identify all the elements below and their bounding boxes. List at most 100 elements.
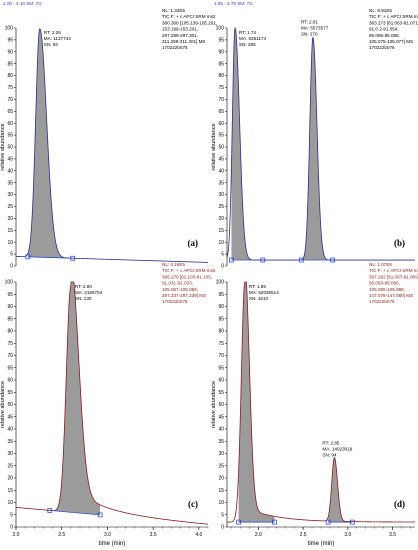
peak-annotation: MA: 52036514 xyxy=(249,290,279,295)
x-tick-label: 2.0 xyxy=(13,532,20,538)
y-tick-label: 40 xyxy=(218,427,224,433)
y-tick-label: 85 xyxy=(7,61,13,67)
y-tick-label: 25 xyxy=(7,463,13,469)
y-tick-label: 20 xyxy=(7,216,13,222)
y-tick-label: 10 xyxy=(218,240,224,246)
y-tick-label: 90 xyxy=(218,49,224,55)
y-tick-label: 95 xyxy=(7,38,13,44)
y-tick-label: 90 xyxy=(7,49,13,55)
baseline-marker-start xyxy=(298,257,304,263)
peak-annotation: RT: 2.85 xyxy=(322,440,339,445)
y-tick-label: 65 xyxy=(7,365,13,371)
panel-header-info: 383.273 [81.063-81.071, xyxy=(369,20,418,25)
baseline-marker-start xyxy=(236,519,241,525)
y-tick-label: 80 xyxy=(218,73,224,79)
panel-header-info: 170222b076 xyxy=(162,45,188,50)
y-tick-label: 70 xyxy=(218,97,224,103)
peak-annotation: SN: 93 xyxy=(44,42,58,47)
chart-panel-2 xyxy=(225,26,415,267)
peak-annotation: MA: 14023019 xyxy=(322,446,352,451)
panel-header-info: 170222b076 xyxy=(162,299,188,304)
peak-area-1 xyxy=(231,28,263,261)
baseline-marker-start xyxy=(229,257,234,263)
y-tick-label: 10 xyxy=(7,500,13,506)
panel-header-info: 380.300 [105.139-105.201, xyxy=(162,20,217,25)
peak-annotation: RT: 2.60 xyxy=(75,284,92,289)
baseline-marker-end xyxy=(97,512,103,518)
y-tick-label: 90 xyxy=(218,304,224,310)
y-axis-title: relative abundance xyxy=(0,123,6,170)
x-tick-label: 3.0 xyxy=(104,532,111,538)
y-tick-label: 35 xyxy=(218,439,224,445)
peak-annotation: RT: 2.26 xyxy=(44,30,61,35)
panel-header-info: TIC F: + c APCI SRM ms2 xyxy=(369,268,418,273)
panel-header-info: NL: 4.16E5 xyxy=(162,262,185,267)
x-axis-title: time (min) xyxy=(308,541,335,547)
y-tick-label: 70 xyxy=(7,353,13,359)
peak-annotation: RT: 1.74 xyxy=(239,30,256,35)
x-tick-label: 2.5 xyxy=(58,532,65,538)
y-tick-label: 5 xyxy=(221,252,224,258)
y-tick-label: 20 xyxy=(218,476,224,482)
peak-annotation: MA: 3186704 xyxy=(75,290,103,295)
y-tick-label: 5 xyxy=(10,512,13,518)
panel-header-info: TIC F: + c APCI SRM ms2 xyxy=(369,14,418,19)
panel-label: (d) xyxy=(394,499,405,509)
y-tick-label: 85 xyxy=(218,316,224,322)
y-tick-label: 35 xyxy=(7,180,13,186)
panel-label: (c) xyxy=(188,499,198,509)
panel-header-info: 91.0 2-91.054, xyxy=(369,27,399,32)
y-tick-label: 30 xyxy=(7,451,13,457)
y-tick-label: 20 xyxy=(7,476,13,482)
y-tick-label: 15 xyxy=(218,228,224,234)
y-tick-label: 25 xyxy=(218,204,224,210)
peak-annotation: SN: 270 xyxy=(301,32,318,37)
chromatogram-trace xyxy=(227,281,416,523)
y-tick-label: 65 xyxy=(218,365,224,371)
panel-header-info: 105.075-105.077] MS xyxy=(369,39,413,44)
x-tick-label: 2.5 xyxy=(300,532,307,538)
peak-annotation: SN: 286 xyxy=(239,42,256,47)
panel-header-info: 153.199-153.201, xyxy=(162,27,198,32)
y-tick-label: 5 xyxy=(221,512,224,518)
y-tick-label: 45 xyxy=(7,414,13,420)
panel-header-range: 1.65 - 3.75 SM: 7G xyxy=(214,1,253,6)
integration-baseline xyxy=(49,510,101,516)
panel-header-info: 95.093-95.095, xyxy=(369,281,400,286)
y-tick-label: 75 xyxy=(7,341,13,347)
baseline-marker-start xyxy=(25,254,31,260)
y-tick-label: 40 xyxy=(7,427,13,433)
peak-annotation: MA: 6351174 xyxy=(239,36,266,41)
y-tick-label: 100 xyxy=(216,26,225,32)
panel-header-info: 397.292 [91.067-91.069, xyxy=(369,274,418,279)
peak-area-2 xyxy=(328,457,353,523)
chromatogram-trace xyxy=(226,26,415,261)
chart-panel-3 xyxy=(14,281,209,530)
y-tick-label: 0 xyxy=(221,525,224,531)
y-tick-label: 80 xyxy=(7,73,13,79)
panel-header-info: 95.086-95.088, xyxy=(369,33,400,38)
peak-annotation: RT: 2.61 xyxy=(301,20,318,25)
y-tick-label: 85 xyxy=(218,61,224,67)
y-tick-label: 90 xyxy=(7,304,13,310)
y-tick-label: 50 xyxy=(218,402,224,408)
panel-header-info: NL: 1.34E5 xyxy=(162,8,185,13)
y-tick-label: 0 xyxy=(10,264,13,270)
y-tick-label: 55 xyxy=(7,390,13,396)
chromatogram-trace xyxy=(15,28,209,263)
peak-annotation: RT: 1.85 xyxy=(249,284,266,289)
y-tick-label: 50 xyxy=(7,402,13,408)
y-tick-label: 45 xyxy=(7,157,13,163)
baseline-marker-start xyxy=(325,519,331,525)
panel-header-info: 395.270 [81.103-81.105, xyxy=(162,274,212,279)
panel-header-range: 2.00 - 4.10 SM: 7G xyxy=(3,1,42,6)
peak-annotation: MA: 1137744 xyxy=(44,36,71,41)
y-tick-label: 60 xyxy=(7,121,13,127)
y-tick-label: 45 xyxy=(218,414,224,420)
baseline-marker-start xyxy=(47,508,53,513)
baseline-marker-end xyxy=(349,519,355,525)
y-tick-label: 25 xyxy=(7,204,13,210)
y-tick-label: 60 xyxy=(7,378,13,384)
y-tick-label: 60 xyxy=(218,378,224,384)
